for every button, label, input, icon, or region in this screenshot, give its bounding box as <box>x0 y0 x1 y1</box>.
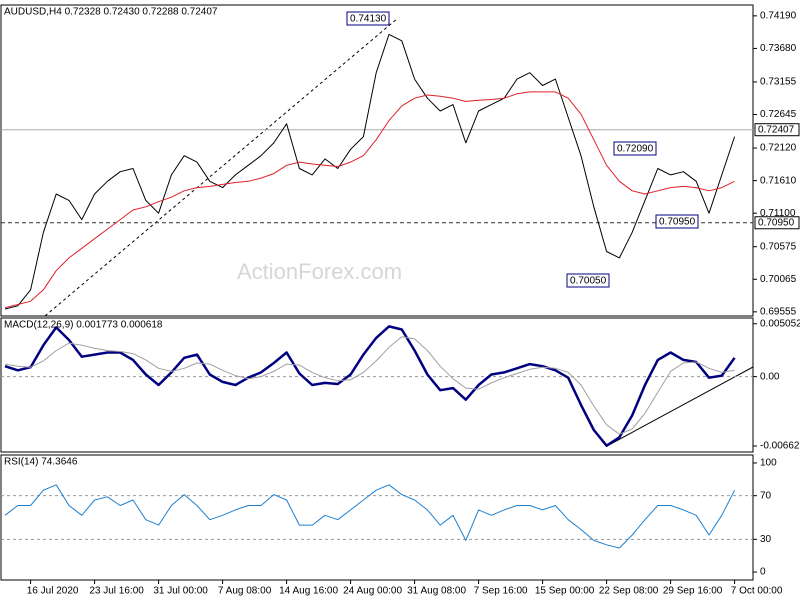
panel-title: RSI(14) 74.3646 <box>4 457 78 468</box>
y-tick-label: 0.69555 <box>760 306 797 317</box>
y-tick-label: 0.74190 <box>760 10 797 21</box>
annotation: 0.70050 <box>570 276 607 287</box>
y-tick-label: 0.00 <box>760 371 780 382</box>
annotation: 0.70950 <box>659 217 696 228</box>
y-tick-label: 0.005052 <box>760 318 800 329</box>
annotation-box <box>566 273 610 288</box>
x-tick-label: 24 Aug 00:00 <box>343 586 402 597</box>
y-tick-label: -0.006629 <box>760 441 800 452</box>
y-tick-label: 0.72645 <box>760 109 797 120</box>
x-tick-label: 15 Sep 00:00 <box>535 586 595 597</box>
annotation: 0.74130 <box>350 14 387 25</box>
series-line <box>4 91 735 309</box>
y-tick-label: 0 <box>760 567 766 578</box>
y-tick-label: 30 <box>760 534 772 545</box>
macd-trendline <box>606 366 754 447</box>
price-label: 0.70950 <box>758 217 795 228</box>
series-line <box>4 484 736 549</box>
panel-frame <box>0 454 754 581</box>
y-tick-label: 0.70575 <box>760 241 797 252</box>
x-tick-label: 14 Aug 16:00 <box>279 586 338 597</box>
y-tick-label: 0.71100 <box>760 208 796 219</box>
x-tick-label: 16 Jul 2020 <box>27 586 79 597</box>
panel-frame <box>0 317 754 453</box>
panel-title: MACD(12,26,9) 0.001773 0.000618 <box>4 320 163 331</box>
x-tick-label: 7 Aug 08:00 <box>218 586 272 597</box>
x-tick-label: 7 Oct 00:00 <box>731 586 783 597</box>
y-tick-label: 0.73680 <box>760 43 797 54</box>
panel-frame <box>0 4 754 317</box>
annotation: 0.72090 <box>617 144 654 155</box>
series-line <box>4 33 736 310</box>
y-tick-label: 0.71610 <box>760 175 797 186</box>
x-tick-label: 22 Sep 08:00 <box>599 586 659 597</box>
price-label-box <box>754 123 800 137</box>
y-tick-label: 70 <box>760 490 772 501</box>
trend-channel <box>44 17 399 317</box>
y-tick-label: 0.73155 <box>760 77 797 88</box>
series-line <box>4 336 735 435</box>
x-tick-label: 23 Jul 16:00 <box>89 586 144 597</box>
x-tick-label: 29 Sep 16:00 <box>663 586 723 597</box>
annotation-box <box>655 214 699 229</box>
y-tick-label: 0.72120 <box>760 143 797 154</box>
price-label-box <box>754 216 800 230</box>
annotation-box <box>613 141 657 156</box>
y-tick-label: 100 <box>760 458 777 469</box>
series-line <box>4 325 736 447</box>
y-tick-label: 0.70065 <box>760 274 797 285</box>
x-tick-label: 31 Jul 00:00 <box>153 586 208 597</box>
panel-title: AUDUSD,H4 0.72328 0.72430 0.72288 0.7240… <box>4 7 218 18</box>
x-tick-label: 7 Sep 16:00 <box>474 586 528 597</box>
x-tick-label: 31 Aug 08:00 <box>407 586 466 597</box>
price-label: 0.72407 <box>758 124 795 135</box>
watermark: ActionForex.com <box>237 259 402 284</box>
annotation-box <box>346 11 390 26</box>
